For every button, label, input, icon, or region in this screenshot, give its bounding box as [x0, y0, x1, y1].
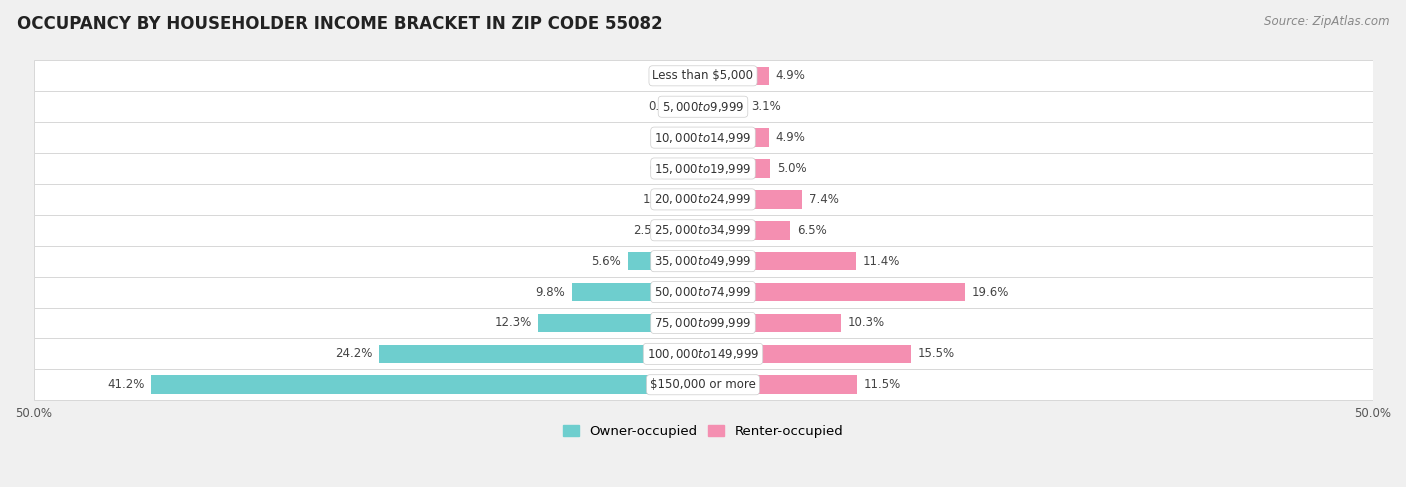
Text: 15.5%: 15.5%	[917, 347, 955, 360]
Text: $25,000 to $34,999: $25,000 to $34,999	[654, 223, 752, 237]
Text: 0.57%: 0.57%	[651, 131, 689, 144]
Bar	[628, 252, 703, 270]
Bar	[34, 277, 1372, 307]
Text: 10.3%: 10.3%	[848, 317, 884, 330]
Text: 6.5%: 6.5%	[797, 224, 827, 237]
Bar	[538, 314, 703, 332]
Bar	[703, 67, 769, 85]
Text: 0.85%: 0.85%	[648, 100, 685, 113]
Bar	[152, 375, 703, 394]
Bar	[692, 97, 703, 116]
Bar	[34, 60, 1372, 91]
Bar	[703, 375, 858, 394]
Bar	[669, 221, 703, 240]
Text: 11.4%: 11.4%	[862, 255, 900, 268]
Bar	[34, 91, 1372, 122]
Bar	[679, 190, 703, 208]
Bar	[34, 153, 1372, 184]
Text: 12.3%: 12.3%	[495, 317, 531, 330]
Text: 7.4%: 7.4%	[808, 193, 838, 206]
Text: 5.6%: 5.6%	[592, 255, 621, 268]
Text: 2.5%: 2.5%	[633, 224, 662, 237]
Bar	[380, 345, 703, 363]
Text: $50,000 to $74,999: $50,000 to $74,999	[654, 285, 752, 299]
Bar	[703, 221, 790, 240]
Text: 9.8%: 9.8%	[536, 285, 565, 299]
Text: Less than $5,000: Less than $5,000	[652, 69, 754, 82]
Bar	[703, 252, 856, 270]
Bar	[34, 122, 1372, 153]
Text: $15,000 to $19,999: $15,000 to $19,999	[654, 162, 752, 175]
Text: 1.8%: 1.8%	[643, 193, 672, 206]
Bar	[572, 283, 703, 301]
Text: 0.76%: 0.76%	[650, 162, 686, 175]
Text: 4.9%: 4.9%	[775, 69, 806, 82]
Bar	[703, 129, 769, 147]
Text: 11.5%: 11.5%	[863, 378, 901, 391]
Bar	[34, 369, 1372, 400]
Text: $75,000 to $99,999: $75,000 to $99,999	[654, 316, 752, 330]
Text: 19.6%: 19.6%	[972, 285, 1010, 299]
Bar	[703, 345, 911, 363]
Text: Source: ZipAtlas.com: Source: ZipAtlas.com	[1264, 15, 1389, 28]
Text: 3.1%: 3.1%	[751, 100, 780, 113]
Bar	[34, 307, 1372, 338]
Text: $100,000 to $149,999: $100,000 to $149,999	[647, 347, 759, 361]
Legend: Owner-occupied, Renter-occupied: Owner-occupied, Renter-occupied	[558, 420, 848, 443]
Bar	[34, 215, 1372, 246]
Bar	[703, 190, 801, 208]
Text: 5.0%: 5.0%	[776, 162, 806, 175]
Text: 4.9%: 4.9%	[775, 131, 806, 144]
Text: 24.2%: 24.2%	[335, 347, 373, 360]
Bar	[695, 67, 703, 85]
Text: $10,000 to $14,999: $10,000 to $14,999	[654, 131, 752, 145]
Text: OCCUPANCY BY HOUSEHOLDER INCOME BRACKET IN ZIP CODE 55082: OCCUPANCY BY HOUSEHOLDER INCOME BRACKET …	[17, 15, 662, 33]
Bar	[703, 314, 841, 332]
Text: $150,000 or more: $150,000 or more	[650, 378, 756, 391]
Text: 41.2%: 41.2%	[107, 378, 145, 391]
Bar	[34, 246, 1372, 277]
Text: 0.6%: 0.6%	[658, 69, 689, 82]
Bar	[693, 159, 703, 178]
Text: $20,000 to $24,999: $20,000 to $24,999	[654, 192, 752, 206]
Text: $35,000 to $49,999: $35,000 to $49,999	[654, 254, 752, 268]
Bar	[703, 159, 770, 178]
Bar	[34, 338, 1372, 369]
Bar	[703, 97, 745, 116]
Bar	[34, 184, 1372, 215]
Bar	[696, 129, 703, 147]
Text: $5,000 to $9,999: $5,000 to $9,999	[662, 100, 744, 114]
Bar	[703, 283, 966, 301]
